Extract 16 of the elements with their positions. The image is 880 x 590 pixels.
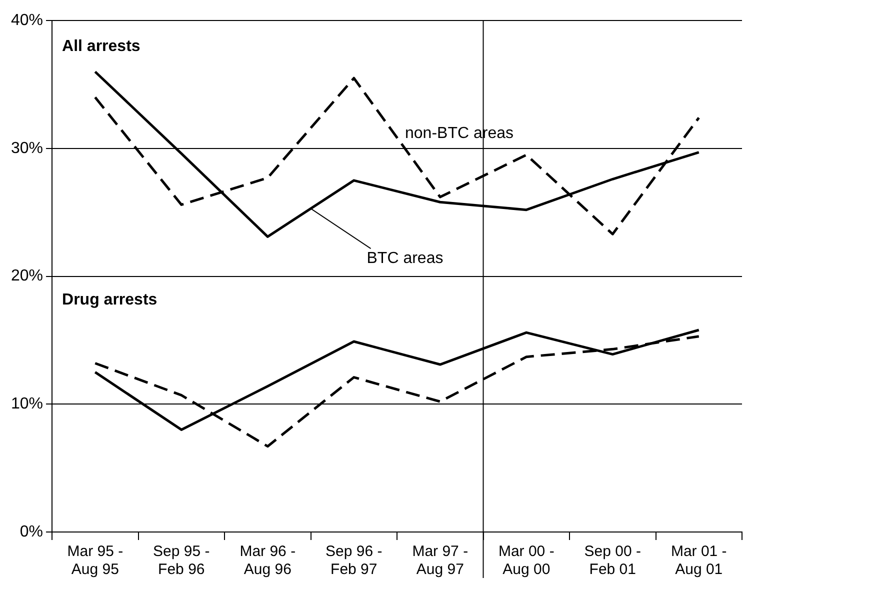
text: BTC areas [366,250,444,267]
x-tick-label: Mar 96 - Aug 96 [240,543,296,578]
x-tick-label: Mar 00 - Aug 00 [498,543,554,578]
y-tick-label: 30% [10,140,44,157]
x-tick-label: Sep 00 - Feb 01 [584,543,641,578]
x-tick-label: Sep 96 - Feb 97 [326,543,382,578]
annotation: Drug arrests [62,292,158,309]
annotation: All arrests [62,38,140,56]
y-tick-label: 20% [10,268,44,285]
y-tick-label: 40% [10,12,44,30]
y-tick-label: 0% [20,523,44,540]
x-tick-label: Sep 95 - Feb 96 [153,543,210,578]
x-tick-label: Mar 95 - Aug 95 [67,543,124,578]
x-tick-label: Mar 01 - Aug 01 [670,543,727,578]
y-tick-label: 10% [10,396,44,413]
x-tick-label: Mar 97 - Aug 97 [412,543,468,578]
